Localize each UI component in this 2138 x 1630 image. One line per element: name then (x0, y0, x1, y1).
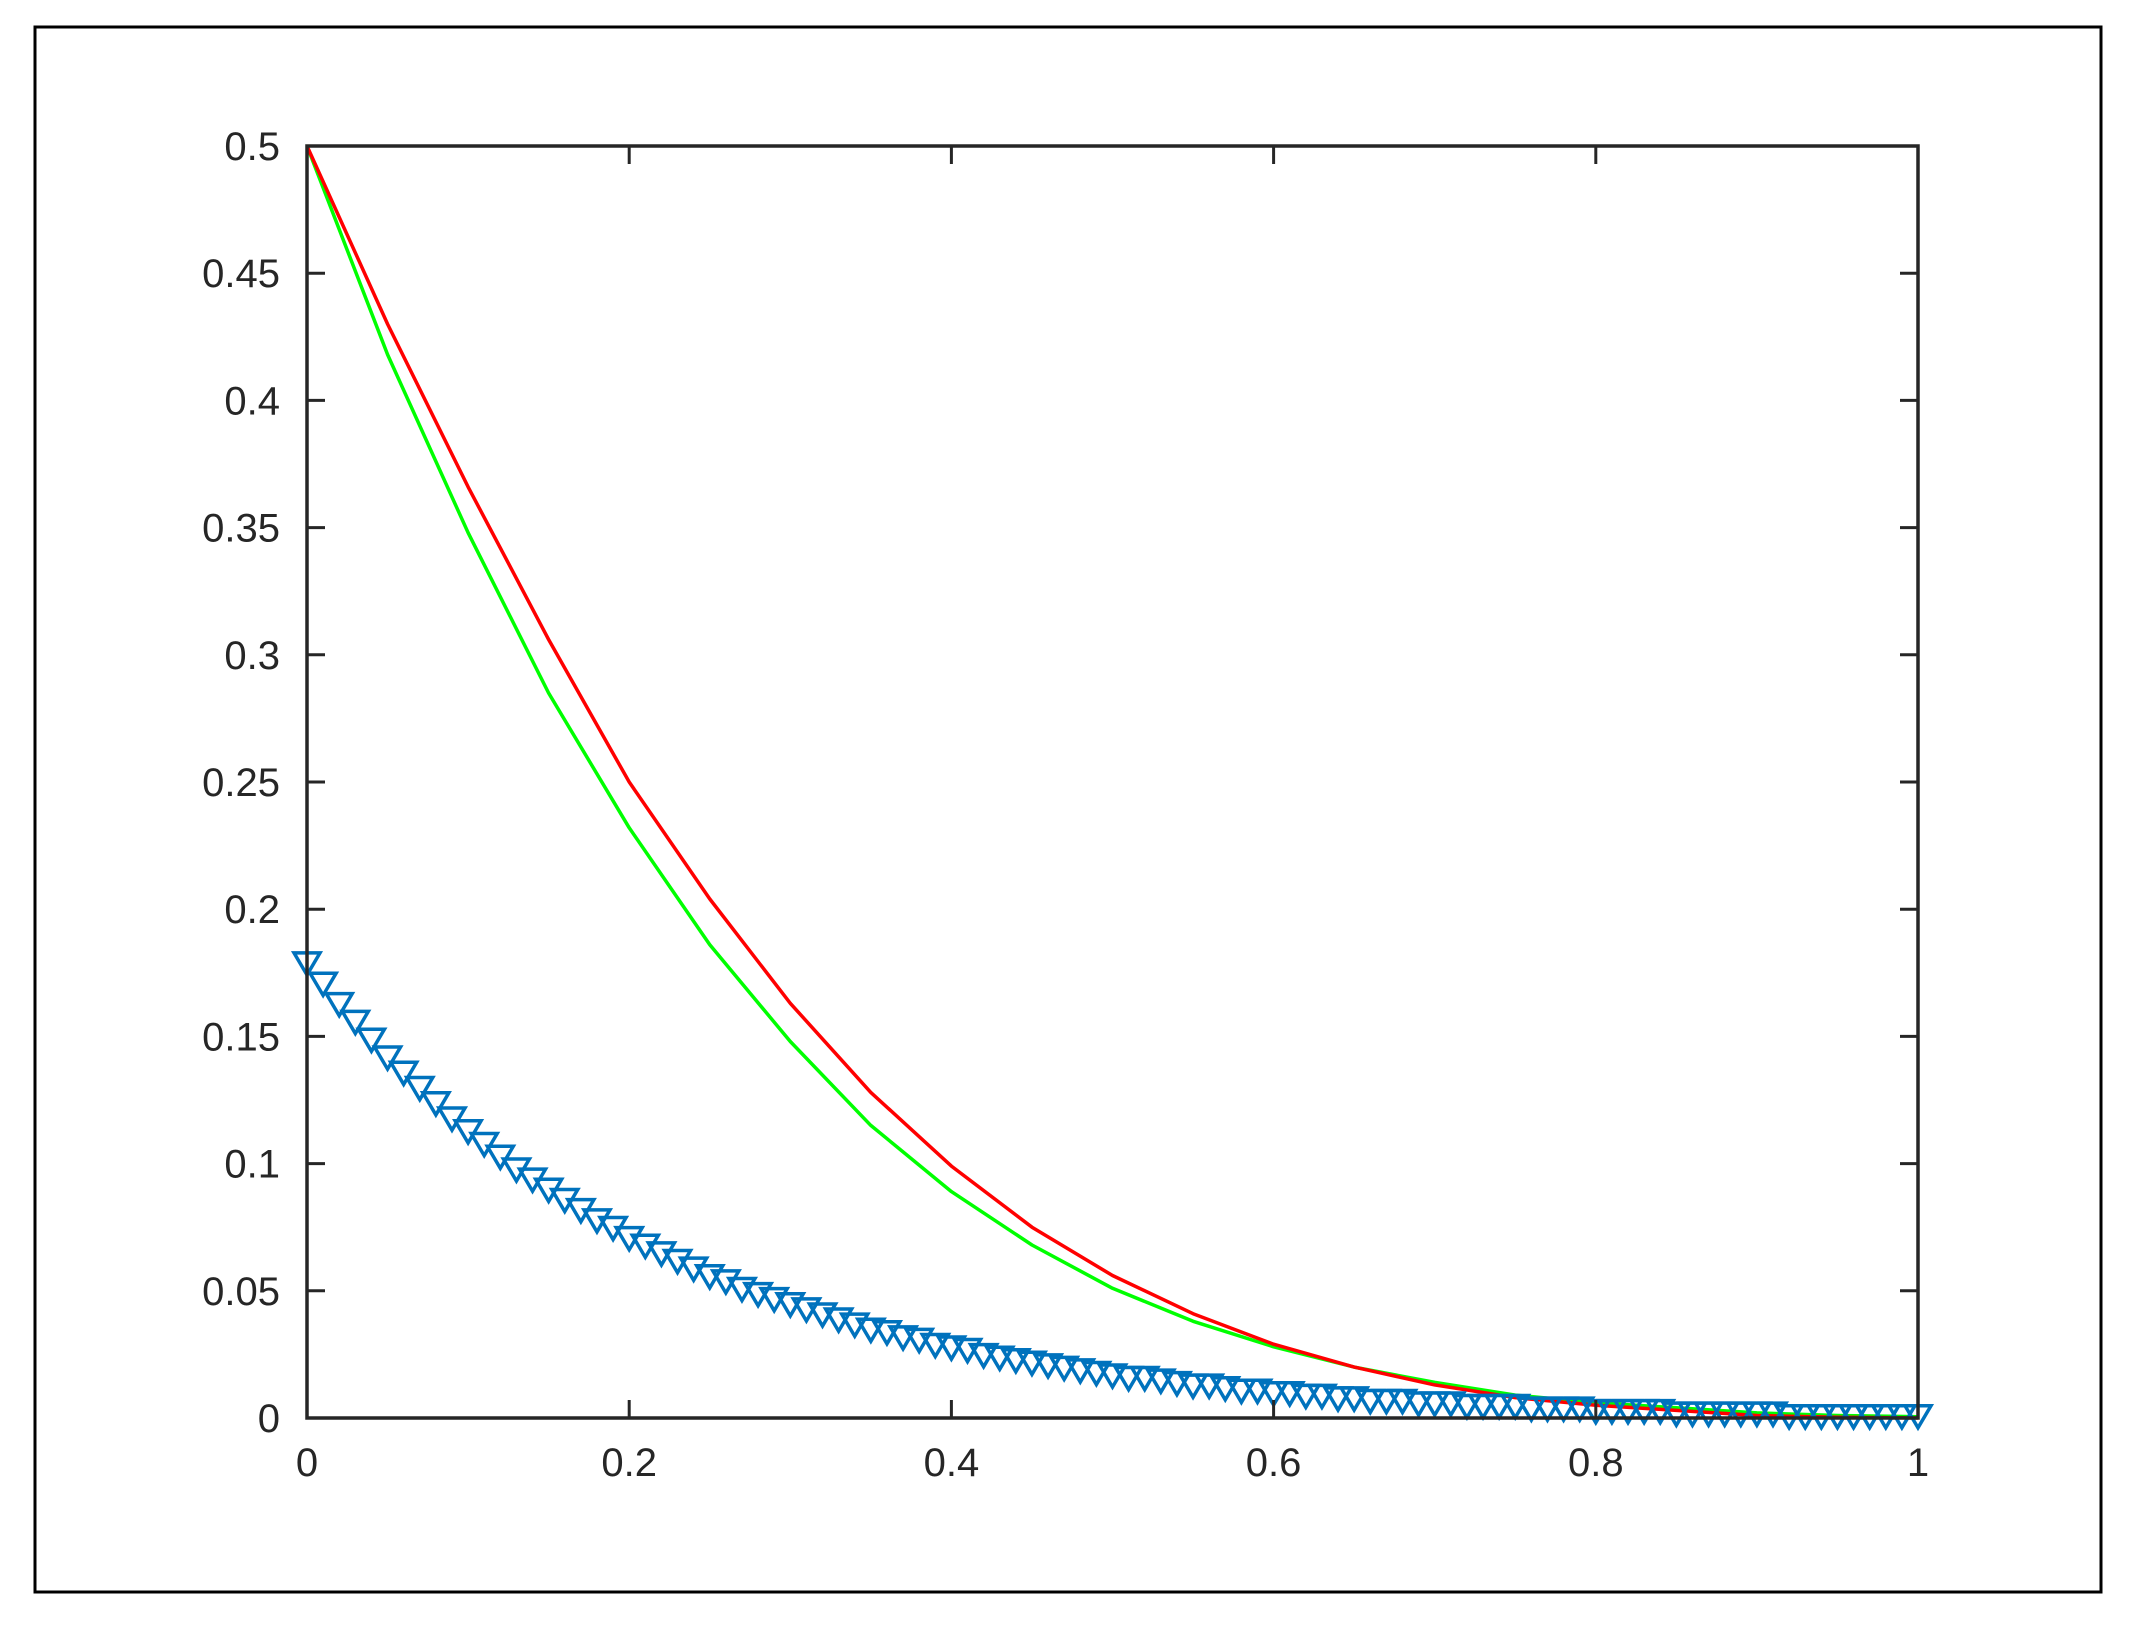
series-3-point (1611, 1398, 1645, 1427)
series-3-point (1370, 1388, 1403, 1416)
y-tick-label: 0.5 (224, 125, 280, 169)
series-3-point (1531, 1396, 1564, 1424)
series-3-point (1112, 1365, 1145, 1394)
x-tick-label: 0.8 (1568, 1441, 1624, 1485)
series-3-point (323, 991, 356, 1020)
y-tick-label: 0.25 (202, 761, 280, 805)
series-3-point (403, 1075, 436, 1104)
y-tick-label: 0.1 (224, 1143, 280, 1187)
y-tick-label: 0.4 (224, 379, 280, 423)
series-3-point (339, 1009, 372, 1037)
y-tick-label: 0.15 (202, 1015, 280, 1059)
x-tick-label: 0 (296, 1441, 318, 1485)
series-3-point (1450, 1393, 1483, 1422)
series-3-point (1176, 1373, 1210, 1401)
plot-area: 0 0.2 0.4 0.6 0.8 1 0 0.05 0.1 0.15 0.2 0.25 0.3 0.35… (202, 125, 1935, 1485)
x-tick-label: 1 (1907, 1441, 1929, 1485)
series-3-point (1289, 1383, 1322, 1411)
series-3-point (1660, 1401, 1693, 1429)
series-3-point (419, 1091, 452, 1119)
series-3-point (371, 1045, 404, 1073)
x-tick-label: 0.6 (1246, 1441, 1302, 1485)
series-3-point (1225, 1378, 1258, 1406)
series-3-point (387, 1060, 420, 1088)
y-axis: 0 0.05 0.1 0.15 0.2 0.25 0.3 0.35 0.4 0.45 0.5 (202, 125, 1918, 1441)
series-3-point (307, 971, 340, 999)
series-3-point (1515, 1396, 1548, 1424)
series-3-point (1402, 1391, 1435, 1419)
series-3-point (1692, 1401, 1725, 1429)
series-3-point (1321, 1386, 1355, 1414)
series-3-point (1724, 1401, 1757, 1429)
series-3-point (1708, 1401, 1741, 1429)
y-tick-label: 0 (258, 1397, 280, 1441)
figure-frame (33, 25, 2103, 1594)
y-tick-label: 0.35 (202, 507, 280, 551)
series-3-point (1418, 1391, 1451, 1419)
series-2-line (305, 145, 1919, 1420)
series-3-point (1740, 1401, 1773, 1429)
x-tick-label: 0.2 (601, 1441, 657, 1485)
y-tick-label: 0.3 (224, 634, 280, 678)
series-3-point (1676, 1401, 1709, 1429)
series-3-point (1628, 1398, 1661, 1427)
y-tick-label: 0.2 (224, 888, 280, 932)
series-3-point (1354, 1388, 1387, 1416)
series-3-point (1547, 1396, 1580, 1424)
y-tick-label: 0.05 (202, 1270, 280, 1314)
series-3-point (1466, 1393, 1500, 1422)
x-axis: 0 0.2 0.4 0.6 0.8 1 (296, 146, 1929, 1485)
y-tick-label: 0.45 (202, 252, 280, 296)
series-3-point (1483, 1393, 1516, 1422)
series-3-point (1257, 1381, 1290, 1409)
series-3-point (355, 1027, 388, 1055)
series-3-point (1595, 1398, 1628, 1427)
x-tick-label: 0.4 (924, 1441, 980, 1485)
